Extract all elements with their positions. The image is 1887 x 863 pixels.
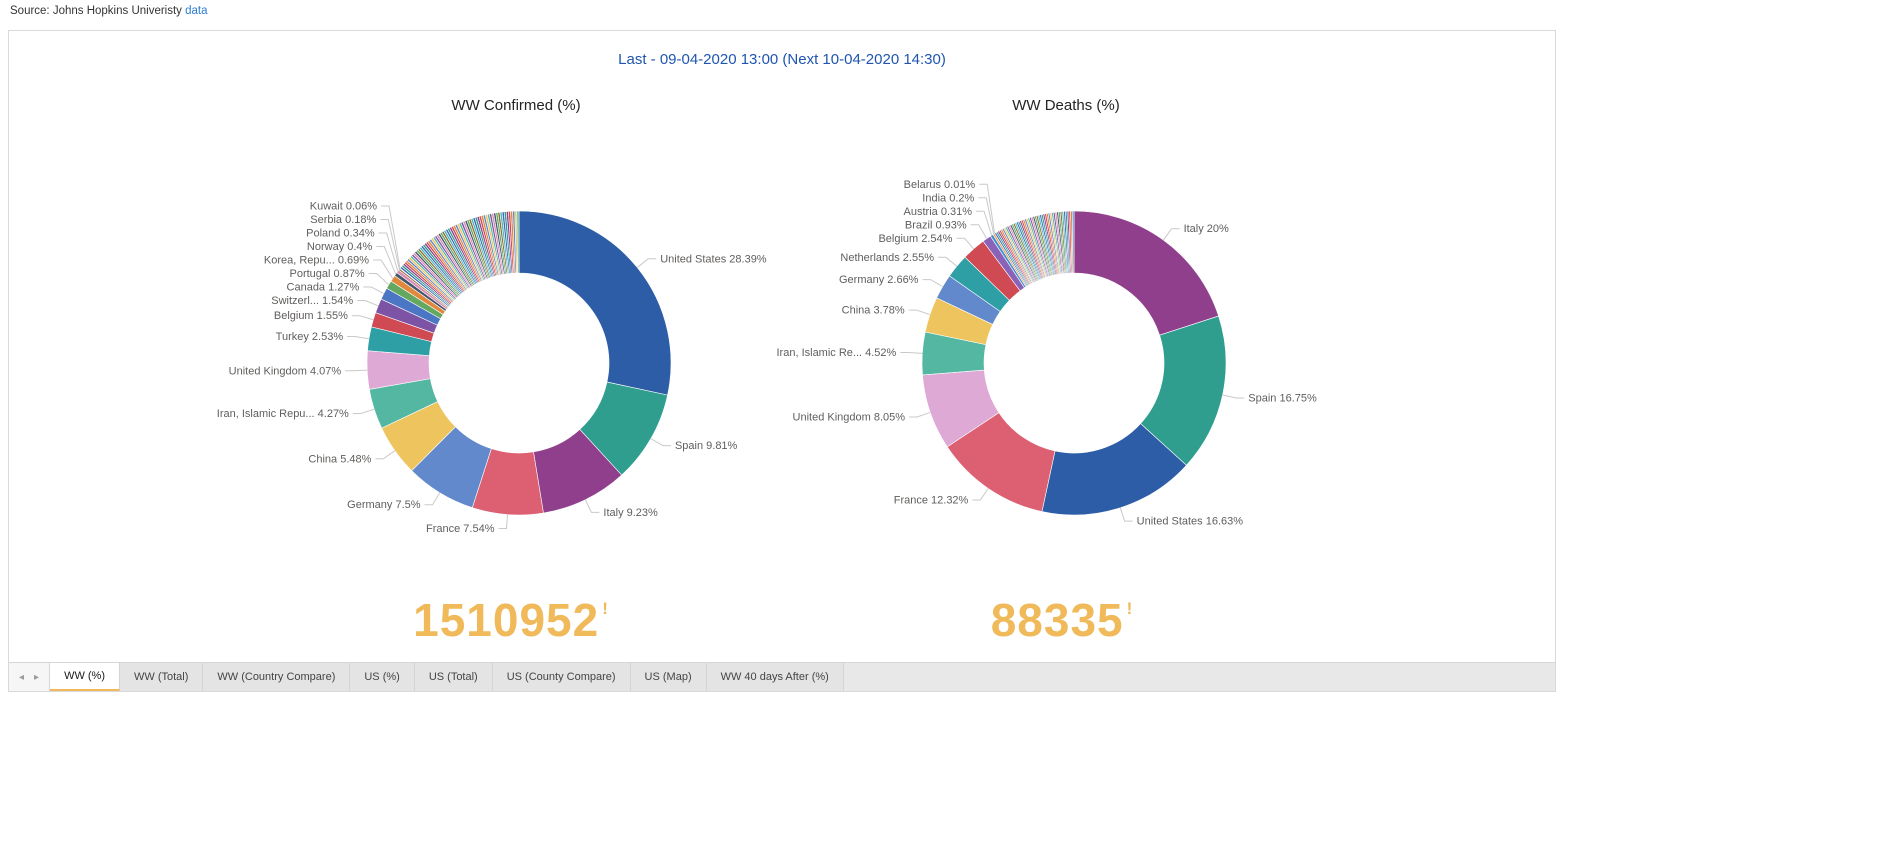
slice-label: Spain 16.75% <box>1248 392 1317 404</box>
label-leader-line <box>978 197 995 235</box>
charts-area: WW Confirmed (%) WW Deaths (%) France 7.… <box>9 73 1555 662</box>
label-leader-line <box>909 411 931 418</box>
slice-label: Turkey 2.53% <box>276 331 344 343</box>
label-leader-line <box>376 246 397 275</box>
slice-label: Serbia 0.18% <box>310 214 376 226</box>
label-leader-line <box>650 438 671 447</box>
slice-label: United States 16.63% <box>1137 516 1244 528</box>
label-leader-line <box>636 258 657 268</box>
donut-chart-ww-confirmed: France 7.54% Germany 7.5% China 5.48% Iran,… <box>217 201 767 535</box>
slice-label: Norway 0.4% <box>307 241 373 253</box>
donut-slice-other[interactable] <box>516 210 520 274</box>
label-leader-line <box>979 183 996 234</box>
chart-title-ww-deaths: WW Deaths (%) <box>1012 97 1120 114</box>
label-leader-line <box>1222 394 1245 399</box>
slice-label: Switzerl... 1.54% <box>271 295 353 307</box>
prev-page-icon[interactable]: ◂ <box>19 671 25 683</box>
label-leader-line <box>373 259 394 279</box>
label-leader-line <box>381 205 401 269</box>
label-leader-line <box>972 488 989 501</box>
tab-ww-total[interactable]: WW (Total) <box>120 663 204 691</box>
slice-label: Poland 0.34% <box>306 228 375 240</box>
slice-label: Netherlands 2.55% <box>840 252 934 264</box>
slice-label: Iran, Islamic Re... 4.52% <box>777 347 897 359</box>
total-deaths-value: 88335 <box>990 594 1124 646</box>
tab-us-total[interactable]: US (Total) <box>414 663 493 691</box>
slice-label: Belgium 1.55% <box>274 310 348 322</box>
chart-title-ww-confirmed: WW Confirmed (%) <box>451 97 581 114</box>
label-leader-line <box>375 450 396 460</box>
label-leader-line <box>922 279 943 288</box>
slice-label: France 7.54% <box>426 523 495 535</box>
tab-ww-40-days-after[interactable]: WW 40 days After (%) <box>706 663 844 691</box>
overflow-mark-confirmed: ! <box>602 599 609 618</box>
label-leader-line <box>970 224 988 239</box>
label-leader-line <box>352 408 375 414</box>
overflow-mark-deaths: ! <box>1126 599 1134 618</box>
slice-label: United States 28.39% <box>660 253 767 265</box>
label-leader-line <box>378 232 399 272</box>
slice-label: France 12.32% <box>894 495 969 507</box>
slice-label: United Kingdom 4.07% <box>229 365 342 377</box>
donut-slice-other[interactable] <box>1071 210 1075 274</box>
slice-label: Belarus 0.01% <box>904 179 976 191</box>
slice-label: Germany 2.66% <box>839 274 919 286</box>
next-page-icon[interactable]: ▸ <box>34 671 40 683</box>
total-confirmed-value: 1510952 <box>413 594 600 646</box>
label-leader-line <box>351 315 374 321</box>
label-leader-line <box>357 300 379 307</box>
card-total-deaths: 88335! <box>902 597 1222 643</box>
label-leader-line <box>1162 228 1180 241</box>
tab-us[interactable]: US (%) <box>350 663 415 691</box>
label-leader-line <box>900 351 923 354</box>
slice-label: Spain 9.81% <box>675 440 738 452</box>
source-text: Source: Johns Hopkins Univeristy <box>10 5 186 17</box>
slice-label: Kuwait 0.06% <box>310 201 377 213</box>
tabs-container: WW (%) WW (Total) WW (Country Compare) US (… <box>50 663 844 691</box>
slice-label: China 3.78% <box>842 305 905 317</box>
tab-scroll-arrows: ◂ ▸ <box>9 663 51 691</box>
label-leader-line <box>498 514 509 530</box>
label-leader-line <box>345 369 368 372</box>
page-tab-bar: ◂ ▸ WW (%) WW (Total) WW (Country Compare)… <box>9 662 1555 691</box>
label-leader-line <box>368 273 390 286</box>
label-leader-line <box>976 210 993 236</box>
label-leader-line <box>584 499 600 513</box>
tab-ww[interactable]: WW (%) <box>50 663 120 691</box>
slice-label: Brazil 0.93% <box>905 219 967 231</box>
slice-label: Portugal 0.87% <box>290 268 365 280</box>
slice-label: Austria 0.31% <box>904 206 973 218</box>
slice-label: China 5.48% <box>308 453 371 465</box>
slice-label: Iran, Islamic Repu... 4.27% <box>217 408 349 420</box>
slice-label: Belgium 2.54% <box>878 233 952 245</box>
label-leader-line <box>1119 507 1133 522</box>
label-leader-line <box>363 286 384 295</box>
slice-label: Canada 1.27% <box>287 282 360 294</box>
slice-label: United Kingdom 8.05% <box>793 412 906 424</box>
tab-us-county-compare[interactable]: US (County Compare) <box>492 663 631 691</box>
slice-label: Italy 9.23% <box>603 507 658 519</box>
label-leader-line <box>937 256 958 267</box>
slice-label: Italy 20% <box>1184 223 1229 235</box>
report-canvas: Last - 09-04-2020 13:00 (Next 10-04-2020… <box>8 30 1556 692</box>
tab-ww-country-compare[interactable]: WW (Country Compare) <box>203 663 351 691</box>
label-leader-line <box>956 237 975 250</box>
report-title: Last - 09-04-2020 13:00 (Next 10-04-2020… <box>618 51 946 68</box>
label-leader-line <box>380 219 400 270</box>
source-bar: Source: Johns Hopkins Univeristy data <box>0 0 1887 22</box>
slice-label: Korea, Repu... 0.69% <box>264 255 369 267</box>
source-data-link[interactable]: data <box>185 5 208 17</box>
tab-us-map[interactable]: US (Map) <box>630 663 707 691</box>
slice-label: Germany 7.5% <box>347 499 421 511</box>
donut-slice-united-states[interactable] <box>518 210 672 396</box>
label-leader-line <box>908 309 931 316</box>
donut-chart-ww-deaths: France 12.32% United Kingdom 8.05% Iran, I… <box>777 179 1317 528</box>
slice-label: India 0.2% <box>922 192 974 204</box>
label-leader-line <box>347 335 370 340</box>
card-total-confirmed: 1510952! <box>351 597 671 643</box>
label-leader-line <box>424 492 441 506</box>
